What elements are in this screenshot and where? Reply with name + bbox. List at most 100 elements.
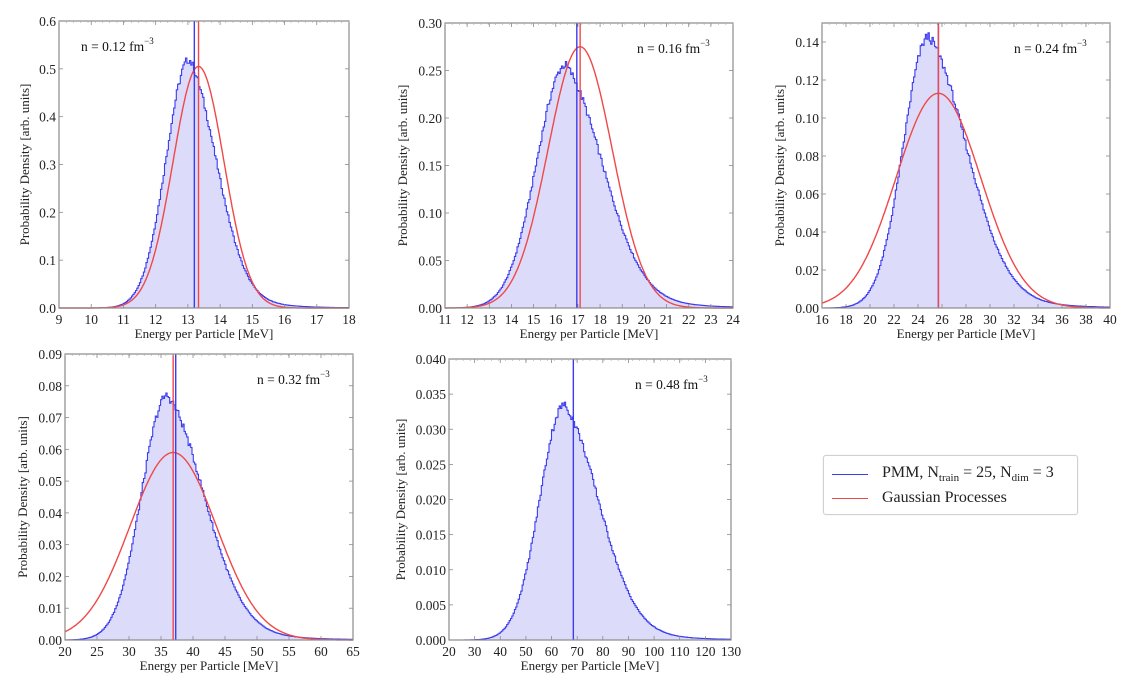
x-tick-label: 50	[250, 644, 264, 659]
x-tick-label: 15	[246, 312, 260, 327]
y-tick-label: 0.05	[38, 474, 62, 489]
x-tick-label: 25	[90, 644, 104, 659]
x-tick-label: 35	[154, 644, 168, 659]
x-tick-label: 40	[186, 644, 200, 659]
y-tick-label: 0.025	[416, 457, 447, 472]
y-axis-label: Probability Density [arb. units]	[17, 84, 32, 246]
x-tick-label: 12	[460, 312, 474, 327]
pmm-histogram-fill	[449, 402, 731, 640]
x-tick-label: 24	[726, 312, 740, 327]
y-tick-label: 0.1	[39, 253, 56, 268]
y-tick-label: 0.00	[38, 633, 62, 648]
y-tick-label: 0.08	[795, 149, 819, 164]
x-tick-label: 130	[721, 644, 742, 659]
legend-swatch-pmm	[832, 473, 868, 475]
pmm-histogram-fill	[59, 58, 349, 308]
y-tick-label: 0.3	[39, 158, 56, 173]
x-tick-label: 60	[545, 644, 559, 659]
legend-swatch-gp	[832, 497, 868, 499]
y-tick-label: 0.12	[795, 73, 819, 88]
x-tick-label: 90	[622, 644, 636, 659]
x-tick-label: 16	[278, 312, 292, 327]
y-tick-label: 0.6	[39, 14, 56, 29]
y-tick-label: 0.30	[418, 16, 442, 31]
y-tick-label: 0.020	[416, 493, 447, 508]
density-annotation: n = 0.48 fm−3	[635, 374, 708, 392]
x-tick-label: 12	[149, 312, 163, 327]
y-tick-label: 0.035	[416, 387, 447, 402]
x-tick-label: 11	[439, 312, 452, 327]
panel-4: 20 25 30 35 40 45 50 55 60 65 0.00 0.01 0.02 0.03 0.04…	[15, 347, 360, 673]
x-axis-label: Energy per Particle [MeV]	[897, 326, 1036, 341]
pmm-histogram-fill	[822, 32, 1110, 309]
x-tick-label: 16	[549, 312, 563, 327]
x-tick-label: 120	[695, 644, 716, 659]
x-tick-label: 10	[84, 312, 98, 327]
gp-gaussian-curve	[445, 46, 733, 309]
x-tick-label: 18	[839, 312, 853, 327]
density-annotation: n = 0.12 fm−3	[81, 36, 154, 54]
x-tick-label: 28	[959, 312, 973, 327]
x-tick-label: 21	[660, 312, 674, 327]
x-tick-label: 13	[181, 312, 195, 327]
legend-label-gp: Gaussian Processes	[882, 489, 1007, 506]
x-tick-label: 15	[527, 312, 541, 327]
density-annotation: n = 0.24 fm−3	[1014, 38, 1087, 56]
panel-1: 9 10 11 12 13 14 15 16 17 18 0.0 0.1 0.2 0.3 0.4 0.5 0.6…	[17, 14, 356, 341]
y-tick-label: 0.20	[418, 111, 442, 126]
y-tick-label: 0.04	[795, 225, 819, 240]
x-tick-label: 40	[1103, 312, 1117, 327]
y-tick-label: 0.08	[38, 379, 62, 394]
pmm-histogram-outline	[445, 61, 733, 309]
pmm-histogram-fill	[445, 61, 733, 308]
x-axis-label: Energy per Particle [MeV]	[520, 326, 659, 341]
y-tick-label: 0.25	[418, 64, 442, 79]
y-tick-label: 0.005	[416, 598, 447, 613]
x-tick-label: 20	[863, 312, 877, 327]
x-tick-label: 50	[519, 644, 533, 659]
density-annotation: n = 0.16 fm−3	[637, 38, 710, 56]
x-tick-label: 19	[615, 312, 629, 327]
y-tick-label: 0.2	[39, 205, 56, 220]
x-tick-label: 80	[596, 644, 610, 659]
y-tick-label: 0.04	[38, 506, 62, 521]
x-tick-label: 110	[670, 644, 690, 659]
y-tick-label: 0.15	[418, 159, 442, 174]
x-tick-label: 45	[218, 644, 232, 659]
x-tick-label: 100	[644, 644, 665, 659]
legend: PMM, Ntrain = 25, Ndim = 3 Gaussian Proc…	[823, 455, 1078, 515]
y-tick-label: 0.4	[39, 110, 56, 125]
annotation-exponent: −3	[144, 36, 154, 46]
y-tick-label: 0.00	[418, 301, 442, 316]
x-tick-label: 55	[282, 644, 296, 659]
x-tick-label: 30	[122, 644, 136, 659]
y-tick-label: 0.5	[39, 62, 56, 77]
y-tick-label: 0.14	[795, 35, 819, 50]
x-tick-label: 36	[1055, 312, 1069, 327]
y-axis-label: Probability Density [arb. units]	[395, 85, 410, 247]
x-tick-label: 24	[911, 312, 925, 327]
x-tick-label: 70	[570, 644, 584, 659]
legend-entry-pmm: PMM, Ntrain = 25, Ndim = 3	[824, 462, 1054, 486]
y-tick-label: 0.06	[795, 187, 819, 202]
pmm-histogram-fill	[65, 393, 353, 640]
pmm-histogram-outline	[449, 401, 731, 641]
y-tick-label: 0.01	[38, 601, 62, 616]
y-tick-label: 0.10	[795, 111, 819, 126]
annotation-exponent: −3	[700, 38, 710, 48]
x-tick-label: 20	[442, 644, 456, 659]
x-tick-label: 65	[346, 644, 360, 659]
y-tick-label: 0.07	[38, 411, 62, 426]
y-tick-label: 0.010	[416, 563, 447, 578]
y-axis-label: Probability Density [arb. units]	[15, 416, 30, 578]
annotation-exponent: −3	[320, 369, 330, 379]
x-tick-label: 22	[887, 312, 901, 327]
x-tick-label: 22	[682, 312, 696, 327]
y-tick-label: 0.03	[38, 538, 62, 553]
x-tick-label: 17	[310, 312, 324, 327]
y-tick-label: 0.030	[416, 422, 447, 437]
legend-label-pmm: PMM, Ntrain = 25, Ndim = 3	[882, 463, 1054, 485]
x-tick-label: 16	[815, 312, 829, 327]
x-tick-label: 14	[213, 312, 227, 327]
